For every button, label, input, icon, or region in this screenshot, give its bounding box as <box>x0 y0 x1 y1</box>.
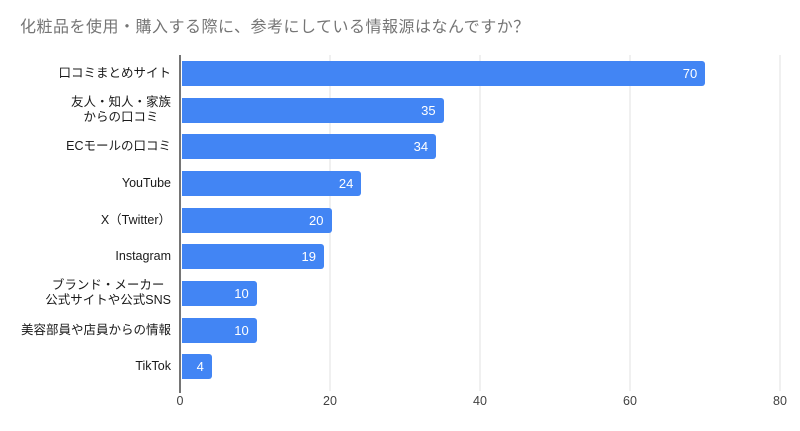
category-label-text: 口コミまとめサイト <box>58 65 171 80</box>
category-label: Instagram <box>0 238 171 275</box>
category-label-text: 友人・知人・家族 からの口コミ <box>70 95 171 124</box>
category-label: X（Twitter） <box>0 202 171 239</box>
bar[interactable]: 20 <box>182 207 332 233</box>
x-axis-tick-labels: 0 20 40 60 80 <box>176 394 787 410</box>
x-tick-label: 40 <box>473 394 487 408</box>
bar-row: 24 <box>182 165 780 202</box>
y-axis-line <box>179 55 181 393</box>
category-label: 友人・知人・家族 からの口コミ <box>0 92 171 129</box>
bar-row: 10 <box>182 275 780 312</box>
bar-row: 19 <box>182 238 780 275</box>
bar-row: 20 <box>182 202 780 239</box>
category-label-text: ブランド・メーカー 公式サイトや公式SNS <box>45 278 171 308</box>
bar-row: 34 <box>182 128 780 165</box>
bar-row: 35 <box>182 92 780 129</box>
bar-row: 4 <box>182 348 780 385</box>
x-tick-label: 80 <box>773 394 787 408</box>
bar-value-label: 4 <box>196 359 204 375</box>
y-axis-category-labels: 口コミまとめサイト友人・知人・家族 からの口コミ ECモールの口コミ YouTube X… <box>0 55 171 385</box>
chart-title: 化粧品を使用・購入する際に、参考にしている情報源はなんですか？ <box>20 19 530 36</box>
category-label: 美容部員や店員からの情報 <box>0 312 171 349</box>
bar-row: 70 <box>182 55 780 92</box>
category-label: 口コミまとめサイト <box>0 55 171 92</box>
category-label: TikTok <box>0 348 171 385</box>
category-label-text: Instagram <box>115 249 171 264</box>
bar-value-label: 34 <box>413 139 429 155</box>
bar-series: 70 35 34 24 20 19 10 10 4 <box>182 55 780 385</box>
bar[interactable]: 24 <box>182 170 362 196</box>
bar-value-label: 20 <box>309 212 324 228</box>
bar-value-label: 70 <box>682 65 698 81</box>
x-tick-label: 20 <box>323 394 337 408</box>
bar[interactable]: 10 <box>182 317 257 343</box>
category-label-text: X（Twitter） <box>100 212 171 227</box>
bar-value-label: 19 <box>301 249 317 265</box>
category-label-text: ECモールの口コミ <box>66 139 171 154</box>
bar[interactable]: 10 <box>182 280 257 306</box>
bar[interactable]: 35 <box>182 97 444 123</box>
bar[interactable]: 34 <box>182 134 437 160</box>
category-label-text: 美容部員や店員からの情報 <box>20 322 171 337</box>
gridline <box>779 55 781 391</box>
category-label: ブランド・メーカー 公式サイトや公式SNS <box>0 275 171 312</box>
bar-value-label: 10 <box>234 322 249 338</box>
bar-value-label: 35 <box>421 102 436 118</box>
x-tick-label: 0 <box>176 394 184 408</box>
category-label-text: YouTube <box>121 175 171 190</box>
bar-row: 10 <box>182 312 780 349</box>
category-label: YouTube <box>0 165 171 202</box>
x-tick-label: 60 <box>623 394 637 408</box>
bar-value-label: 24 <box>338 175 354 191</box>
gridline <box>479 55 481 391</box>
bar[interactable]: 19 <box>182 244 325 270</box>
category-label-text: TikTok <box>135 359 171 374</box>
category-label: ECモールの口コミ <box>0 128 171 165</box>
bar-value-label: 10 <box>234 285 249 301</box>
bar[interactable]: 70 <box>182 60 706 86</box>
bar[interactable]: 4 <box>182 354 212 380</box>
gridline <box>629 55 631 391</box>
